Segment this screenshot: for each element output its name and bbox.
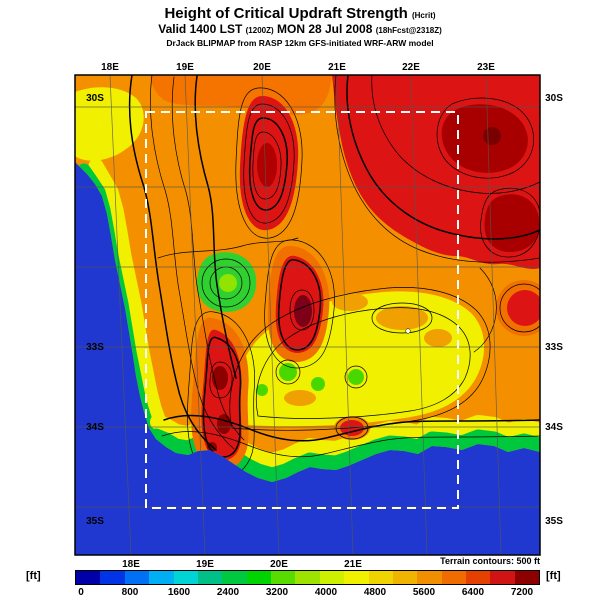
axis-label-top: 18E xyxy=(101,62,119,73)
page-title: Height of Critical Updraft Strength (Hcr… xyxy=(0,5,600,22)
colorbar-segment xyxy=(100,571,125,584)
colorbar-segment xyxy=(222,571,247,584)
axis-label-left: 35S xyxy=(86,516,104,527)
colorbar-unit-right: [ft] xyxy=(546,570,561,582)
region-darkred-2 xyxy=(484,194,540,252)
header: Height of Critical Updraft Strength (Hcr… xyxy=(0,5,600,49)
colorbar-tick: 2400 xyxy=(216,587,240,598)
axis-label-top: 22E xyxy=(402,62,420,73)
title-text: Height of Critical Updraft Strength xyxy=(164,5,408,22)
axis-label-top: 23E xyxy=(477,62,495,73)
axis-label-bottom: 20E xyxy=(270,559,288,570)
valid-line: Valid 1400 LST (1200Z) MON 28 Jul 2008 (… xyxy=(0,22,600,37)
colorbar-segment xyxy=(76,571,101,584)
colorbar-tick: 1600 xyxy=(167,587,191,598)
terrain-contours-note: Terrain contours: 500 ft xyxy=(440,556,540,566)
colorbar-segment xyxy=(490,571,515,584)
axis-label-top: 21E xyxy=(328,62,346,73)
colorbar-segment xyxy=(271,571,296,584)
colorbar-tick: 5600 xyxy=(412,587,436,598)
axis-label-right: 30S xyxy=(545,93,563,104)
valid-prefix: Valid 1400 LST xyxy=(158,22,243,37)
colorbar-segment xyxy=(149,571,174,584)
region-lowerleft-dark xyxy=(217,414,231,434)
colorbar-tick: 7200 xyxy=(510,587,534,598)
colorbar-segment xyxy=(514,571,540,584)
axis-labels: 18E 19E 20E 21E 22E 23E 18E 19E 20E 21E … xyxy=(86,62,563,570)
map-frame xyxy=(74,74,541,556)
valid-init-time: (1200Z) xyxy=(245,26,274,36)
inner-domain-boundary xyxy=(145,111,459,509)
colorbar-segment xyxy=(319,571,345,584)
axis-label-bottom: 21E xyxy=(344,559,362,570)
colorbar-segment xyxy=(124,571,150,584)
axis-label-left: 33S xyxy=(86,342,104,353)
region-green-patch-core xyxy=(219,274,237,292)
green-spot xyxy=(348,369,364,385)
station-marker xyxy=(405,328,411,334)
axis-label-bottom: 19E xyxy=(196,559,214,570)
colorbar-segment xyxy=(173,571,198,584)
colorbar-tick: 0 xyxy=(78,587,84,598)
orange-spot xyxy=(376,306,428,330)
map-area xyxy=(75,75,540,555)
axis-label-top: 19E xyxy=(176,62,194,73)
title-unit: (Hcrit) xyxy=(411,11,436,20)
colorbar-tick: 4800 xyxy=(363,587,387,598)
green-spot xyxy=(256,384,268,396)
contour-lines xyxy=(128,75,540,477)
green-spot xyxy=(279,363,297,381)
region-maroon-spot xyxy=(483,127,501,145)
colorbar-segment xyxy=(441,571,466,584)
axis-label-right: 34S xyxy=(545,422,563,433)
colorbar-segment xyxy=(392,571,418,584)
valid-fcst: (18hFcst@2318Z) xyxy=(375,26,442,36)
colorbar-segment xyxy=(466,571,491,584)
orange-spot xyxy=(424,329,452,347)
colorbar-segment xyxy=(417,571,442,584)
colorbar-segment xyxy=(344,571,369,584)
colorbar-segment xyxy=(295,571,320,584)
colorbar-segment xyxy=(368,571,393,584)
colorbar-tick: 4000 xyxy=(314,587,338,598)
valid-date: MON 28 Jul 2008 xyxy=(276,22,373,37)
orange-spot xyxy=(284,390,316,406)
region-topleft-yellow xyxy=(75,87,144,161)
updraft-regions xyxy=(75,75,540,482)
region-topcenter-core xyxy=(257,143,277,187)
axis-label-bottom: 18E xyxy=(122,559,140,570)
region-center-core xyxy=(294,295,312,327)
colorbar-tick: 6400 xyxy=(461,587,485,598)
green-spot xyxy=(311,377,325,391)
axis-label-right: 33S xyxy=(545,342,563,353)
colorbar-tick: 3200 xyxy=(265,587,289,598)
region-rightred xyxy=(507,290,540,326)
colorbar-unit-left: [ft] xyxy=(26,570,41,582)
axis-label-top: 20E xyxy=(253,62,271,73)
axis-label-left: 34S xyxy=(86,422,104,433)
colorbar-segment xyxy=(197,571,223,584)
orange-spot xyxy=(332,293,368,311)
colorbar-tick: 800 xyxy=(121,587,139,598)
axis-label-left: 30S xyxy=(86,93,104,104)
colorbar-segment xyxy=(246,571,271,584)
axis-label-right: 35S xyxy=(545,516,563,527)
colorbar xyxy=(75,570,540,585)
model-line: DrJack BLIPMAP from RASP 12km GFS-initia… xyxy=(166,38,434,49)
